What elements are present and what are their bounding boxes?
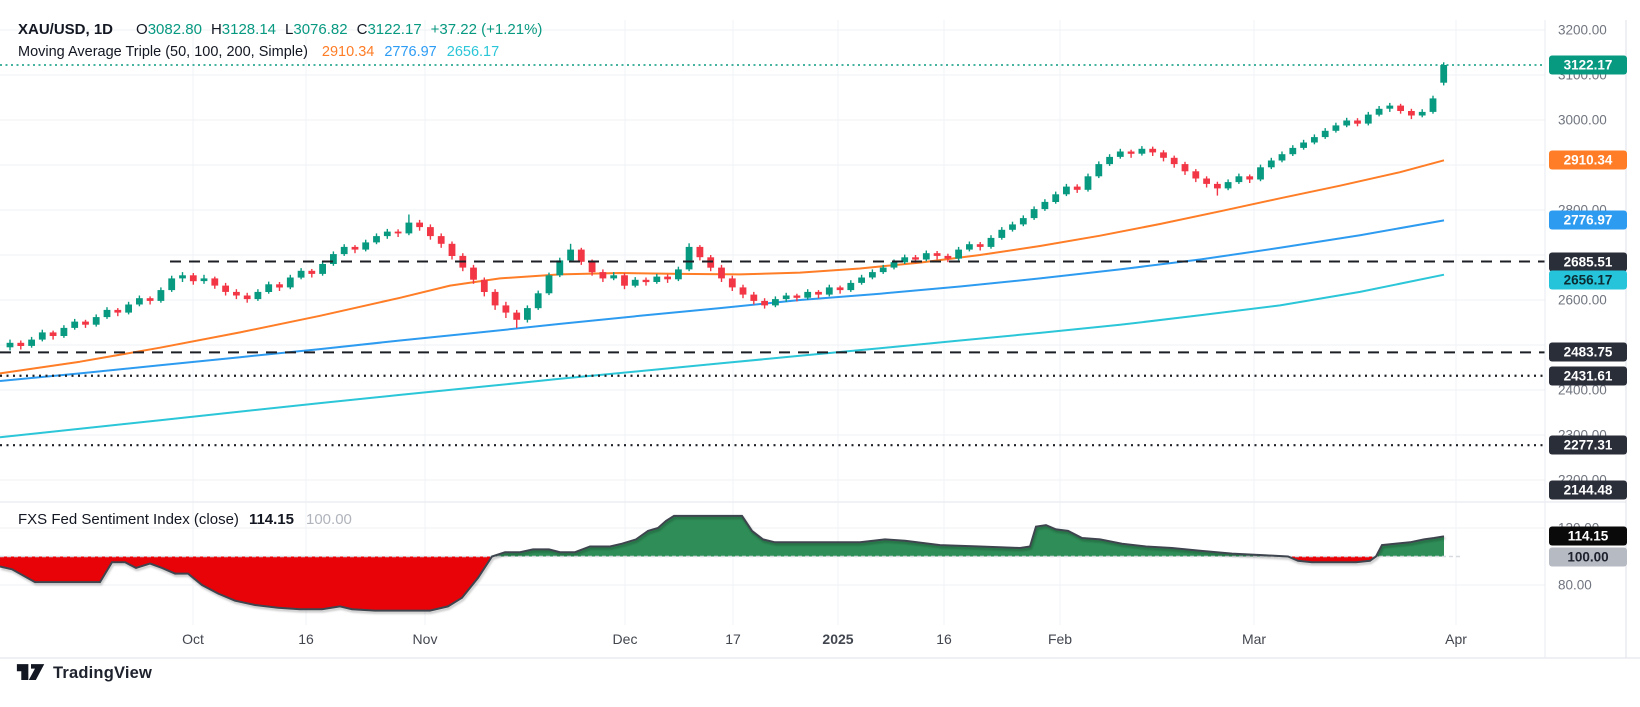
tradingview-watermark[interactable]: TradingView: [16, 662, 152, 684]
price-axis-badge: 2144.48: [1549, 480, 1627, 500]
open-label: O: [136, 21, 148, 38]
change-value: +37.22 (+1.21%): [430, 21, 543, 38]
time-axis-label: Feb: [1047, 631, 1073, 647]
time-axis-label: 16: [936, 631, 952, 647]
tradingview-logo-icon: [16, 664, 45, 681]
sentiment-indicator-title[interactable]: FXS Fed Sentiment Index (close): [18, 511, 239, 528]
price-axis-badge: 100.00: [1549, 547, 1627, 566]
price-axis-label: 2600.00: [1558, 292, 1607, 308]
price-axis-label: 80.00: [1558, 577, 1592, 593]
price-axis-badge: 2910.34: [1549, 150, 1627, 170]
open-value: 3082.80: [147, 21, 202, 38]
ma-indicator-title[interactable]: Moving Average Triple (50, 100, 200, Sim…: [18, 44, 308, 60]
ma200-value: 2656.17: [446, 44, 500, 60]
time-axis-label: 16: [298, 631, 314, 647]
tradingview-watermark-text: TradingView: [53, 663, 153, 682]
sentiment-indicator-header: FXS Fed Sentiment Index (close) 114.15 1…: [18, 511, 352, 528]
price-axis-badge: 2656.17: [1549, 270, 1627, 290]
ma100-value: 2776.97: [384, 44, 437, 60]
close-value: 3122.17: [367, 21, 422, 38]
price-axis-badge: 2431.61: [1549, 366, 1627, 386]
high-value: 3128.14: [221, 21, 277, 38]
low-label: L: [285, 21, 294, 38]
time-axis-label: 2025: [822, 631, 854, 647]
price-axis-label: 3000.00: [1558, 112, 1607, 128]
price-axis-badge: 2483.75: [1549, 342, 1627, 362]
price-axis-badge: 2776.97: [1549, 210, 1627, 230]
high-label: H: [210, 21, 222, 38]
ma50-value: 2910.34: [321, 44, 375, 60]
price-axis-badge: 3122.17: [1549, 55, 1627, 75]
time-axis-label: Mar: [1241, 631, 1267, 647]
sentiment-value: 114.15: [248, 511, 294, 528]
time-axis-label: 17: [725, 631, 741, 647]
price-axis-badge: 2277.31: [1549, 435, 1627, 455]
price-axis-label: 3200.00: [1558, 22, 1607, 38]
time-axis-label: Nov: [412, 631, 438, 647]
time-axis-label: Apr: [1445, 631, 1467, 647]
close-label: C: [356, 21, 368, 38]
indicator-header: Moving Average Triple (50, 100, 200, Sim…: [18, 44, 499, 60]
symbol-header: XAU/USD, 1D O 3082.80 H 3128.14 L 3076.82 C…: [18, 21, 542, 38]
symbol-title[interactable]: XAU/USD, 1D: [18, 21, 114, 38]
time-axis-label: Dec: [612, 631, 638, 647]
price-axis-label: 2400.00: [1558, 382, 1607, 398]
sentiment-baseline-value: 100.00: [306, 511, 352, 528]
time-axis-label: Oct: [182, 631, 204, 647]
price-axis-badge: 114.15: [1549, 526, 1627, 546]
low-value: 3076.82: [293, 21, 348, 38]
price-axis-badge: 2685.51: [1549, 252, 1627, 271]
